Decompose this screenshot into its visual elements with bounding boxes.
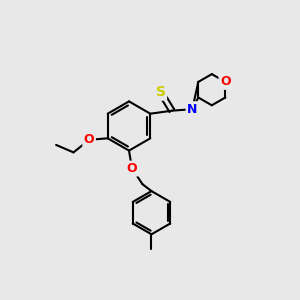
Text: O: O bbox=[84, 133, 94, 146]
Text: O: O bbox=[220, 75, 231, 88]
Text: S: S bbox=[155, 85, 166, 99]
Text: N: N bbox=[187, 103, 197, 116]
Text: O: O bbox=[127, 162, 137, 175]
